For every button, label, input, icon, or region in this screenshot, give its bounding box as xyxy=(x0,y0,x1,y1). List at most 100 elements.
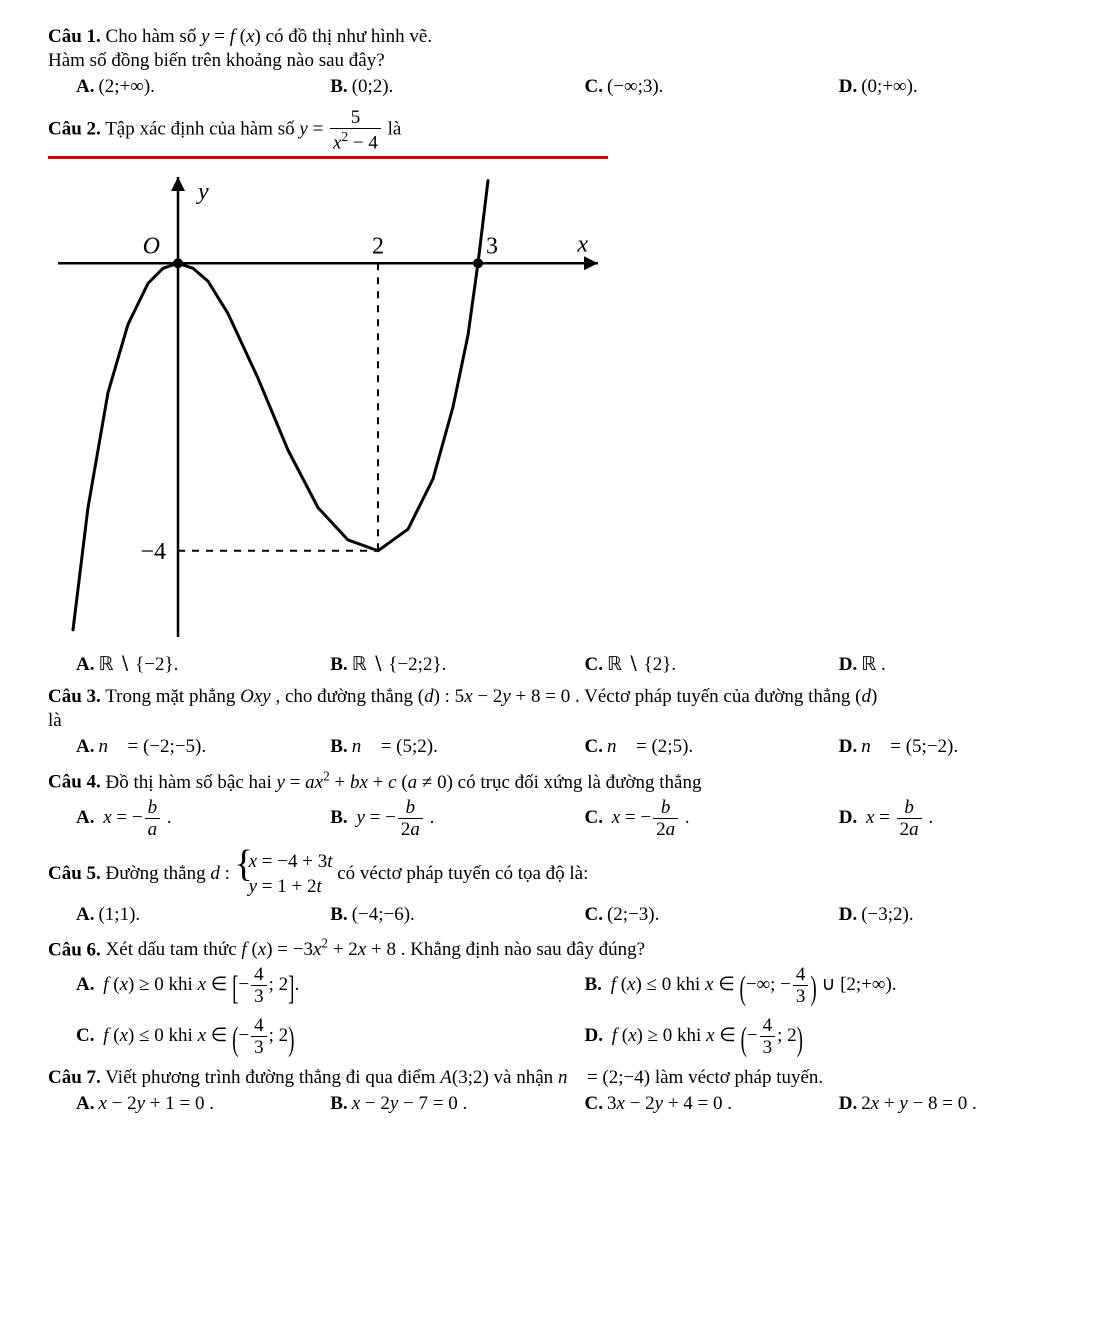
q3-label: Câu 3. xyxy=(48,686,101,707)
question-2: Câu 2. Tập xác định của hàm số y = 5 x2 … xyxy=(48,108,1065,676)
q6-stem: Câu 6. Xét dấu tam thức f (x) = −3x2 + 2… xyxy=(48,936,1065,961)
svg-text:O: O xyxy=(143,234,160,260)
q7-options: A.x − 2y + 1 = 0 . B.x − 2y − 7 = 0 . C.… xyxy=(48,1093,1065,1115)
q4-options: A. x = −ba . B. y = −b2a . C. x = −b2a .… xyxy=(48,798,1065,839)
q2-opt-c[interactable]: C.ℝ ∖ {2}. xyxy=(557,653,811,676)
q5-prefix: Đường thẳng d : xyxy=(101,863,235,884)
q7-opt-c[interactable]: C.3x − 2y + 4 = 0 . xyxy=(557,1093,811,1115)
svg-text:2: 2 xyxy=(372,234,384,260)
q6-opt-c[interactable]: C. f (x) ≤ 0 khi x ∈ (−43; 2) xyxy=(48,1016,557,1057)
q6-options-row2: C. f (x) ≤ 0 khi x ∈ (−43; 2) D. f (x) ≥… xyxy=(48,1016,1065,1057)
q5-opt-d[interactable]: D.(−3;2). xyxy=(811,904,1065,926)
q4-b-den: 2a xyxy=(398,818,423,839)
q1-stem: Câu 1. Cho hàm số y = f (x) có đồ thị nh… xyxy=(48,26,1065,48)
q7-opt-d[interactable]: D.2x + y − 8 = 0 . xyxy=(811,1093,1065,1115)
q5-sys-row2: y = 1 + 2t xyxy=(249,874,333,900)
q2-c-text: ℝ ∖ {2}. xyxy=(607,654,676,675)
q5-opt-a[interactable]: A.(1;1). xyxy=(48,904,302,926)
q3-stem: Câu 3. Trong mặt phẳng Oxy , cho đường t… xyxy=(48,686,1065,708)
svg-text:y: y xyxy=(196,179,209,205)
q3-opt-a[interactable]: A.n⃗ = (−2;−5). xyxy=(48,736,302,758)
q2-stem: Câu 2. Tập xác định của hàm số y = 5 x2 … xyxy=(48,108,1065,152)
q4-text: Đồ thị hàm số bậc hai y = ax2 + bx + c (… xyxy=(101,772,702,793)
q6-a-lo-num: 4 xyxy=(251,965,267,985)
q4-c-num: b xyxy=(653,798,678,818)
q6-label: Câu 6. xyxy=(48,939,101,960)
q5-c-text: (2;−3). xyxy=(607,904,659,925)
q1-sub: Hàm số đồng biến trên khoảng nào sau đây… xyxy=(48,50,1065,72)
graph-svg: yxO23−4 xyxy=(48,167,608,647)
question-6: Câu 6. Xét dấu tam thức f (x) = −3x2 + 2… xyxy=(48,936,1065,1057)
q1-a-text: (2;+∞). xyxy=(98,76,154,97)
q2-fraction: 5 x2 − 4 xyxy=(330,108,381,152)
q4-c-den: 2a xyxy=(653,818,678,839)
q6-opt-b[interactable]: B. f (x) ≤ 0 khi x ∈ (−∞; −43) ∪ [2;+∞). xyxy=(557,965,1066,1006)
q3-options: A.n⃗ = (−2;−5). B.n⃗ = (5;2). C.n⃗ = (2;… xyxy=(48,736,1065,758)
q4-opt-c[interactable]: C. x = −b2a . xyxy=(557,798,811,839)
q7-b-text: x − 2y − 7 = 0 . xyxy=(352,1093,468,1114)
q4-opt-a[interactable]: A. x = −ba . xyxy=(48,798,302,839)
q2-label: Câu 2. xyxy=(48,119,101,140)
svg-text:3: 3 xyxy=(486,234,498,260)
q3-c-text: n⃗ = (2;5). xyxy=(607,736,693,757)
q2-opt-d[interactable]: D.ℝ . xyxy=(811,653,1065,676)
q1-opt-b[interactable]: B.(0;2). xyxy=(302,76,556,98)
q6-options-row1: A. f (x) ≥ 0 khi x ∈ [−43; 2]. B. f (x) … xyxy=(48,965,1065,1006)
q5-opt-b[interactable]: B.(−4;−6). xyxy=(302,904,556,926)
q3-text: Trong mặt phẳng Oxy , cho đường thẳng (d… xyxy=(101,686,877,707)
q1-d-text: (0;+∞). xyxy=(861,76,917,97)
q5-system: { x = −4 + 3t y = 1 + 2t xyxy=(235,849,333,900)
q3-sub: là xyxy=(48,710,1065,732)
q1-b-text: (0;2). xyxy=(352,76,394,97)
q7-d-text: 2x + y − 8 = 0 . xyxy=(861,1093,977,1114)
q1-options: A.(2;+∞). B.(0;2). C.(−∞;3). D.(0;+∞). xyxy=(48,76,1065,98)
q4-d-den: 2a xyxy=(897,818,922,839)
q2-options: A.ℝ ∖ {−2}. B.ℝ ∖ {−2;2}. C.ℝ ∖ {2}. D.ℝ… xyxy=(48,653,1065,676)
q5-b-text: (−4;−6). xyxy=(352,904,415,925)
q4-stem: Câu 4. Đồ thị hàm số bậc hai y = ax2 + b… xyxy=(48,768,1065,793)
q5-sys-row1: x = −4 + 3t xyxy=(249,849,333,875)
q6-text: Xét dấu tam thức f (x) = −3x2 + 2x + 8 .… xyxy=(101,939,645,960)
q1-opt-d[interactable]: D.(0;+∞). xyxy=(811,76,1065,98)
q2-d-text: ℝ . xyxy=(861,654,886,675)
q4-a-num: b xyxy=(145,798,161,818)
q2-a-text: ℝ ∖ {−2}. xyxy=(98,654,178,675)
q2-prefix: Tập xác định của hàm số y = xyxy=(101,119,328,140)
q6-opt-d[interactable]: D. f (x) ≥ 0 khi x ∈ (−43; 2) xyxy=(557,1016,1066,1057)
q3-opt-b[interactable]: B.n⃗ = (5;2). xyxy=(302,736,556,758)
q2-opt-a[interactable]: A.ℝ ∖ {−2}. xyxy=(48,653,302,676)
q7-text: Viết phương trình đường thẳng đi qua điể… xyxy=(101,1067,823,1088)
q1-label: Câu 1. xyxy=(48,26,101,47)
red-rule xyxy=(48,156,608,159)
question-3: Câu 3. Trong mặt phẳng Oxy , cho đường t… xyxy=(48,686,1065,758)
q1-c-text: (−∞;3). xyxy=(607,76,663,97)
q7-opt-b[interactable]: B.x − 2y − 7 = 0 . xyxy=(302,1093,556,1115)
q4-opt-b[interactable]: B. y = −b2a . xyxy=(302,798,556,839)
q3-a-text: n⃗ = (−2;−5). xyxy=(98,736,206,757)
q6-a-lo-den: 3 xyxy=(251,985,267,1006)
q6-opt-a[interactable]: A. f (x) ≥ 0 khi x ∈ [−43; 2]. xyxy=(48,965,557,1006)
q5-d-text: (−3;2). xyxy=(861,904,913,925)
question-4: Câu 4. Đồ thị hàm số bậc hai y = ax2 + b… xyxy=(48,768,1065,838)
q1-opt-c[interactable]: C.(−∞;3). xyxy=(557,76,811,98)
q2-graph: yxO23−4 xyxy=(48,167,1065,647)
q1-opt-a[interactable]: A.(2;+∞). xyxy=(48,76,302,98)
q3-d-text: n⃗ = (5;−2). xyxy=(861,736,958,757)
q2-frac-num: 5 xyxy=(330,108,381,128)
svg-text:−4: −4 xyxy=(140,539,166,565)
q7-c-text: 3x − 2y + 4 = 0 . xyxy=(607,1093,732,1114)
q4-opt-d[interactable]: D. x = b2a . xyxy=(811,798,1065,839)
q5-suffix: có véctơ pháp tuyến có tọa độ là: xyxy=(337,863,588,884)
q7-opt-a[interactable]: A.x − 2y + 1 = 0 . xyxy=(48,1093,302,1115)
q2-opt-b[interactable]: B.ℝ ∖ {−2;2}. xyxy=(302,653,556,676)
q2-frac-den: x2 − 4 xyxy=(330,128,381,152)
q3-opt-d[interactable]: D.n⃗ = (5;−2). xyxy=(811,736,1065,758)
q7-a-text: x − 2y + 1 = 0 . xyxy=(98,1093,214,1114)
q5-stem: Câu 5. Đường thẳng d : { x = −4 + 3t y =… xyxy=(48,849,1065,900)
q3-b-text: n⃗ = (5;2). xyxy=(352,736,438,757)
q5-opt-c[interactable]: C.(2;−3). xyxy=(557,904,811,926)
q5-label: Câu 5. xyxy=(48,863,101,884)
q3-opt-c[interactable]: C.n⃗ = (2;5). xyxy=(557,736,811,758)
q2-b-text: ℝ ∖ {−2;2}. xyxy=(352,654,447,675)
q7-label: Câu 7. xyxy=(48,1067,101,1088)
